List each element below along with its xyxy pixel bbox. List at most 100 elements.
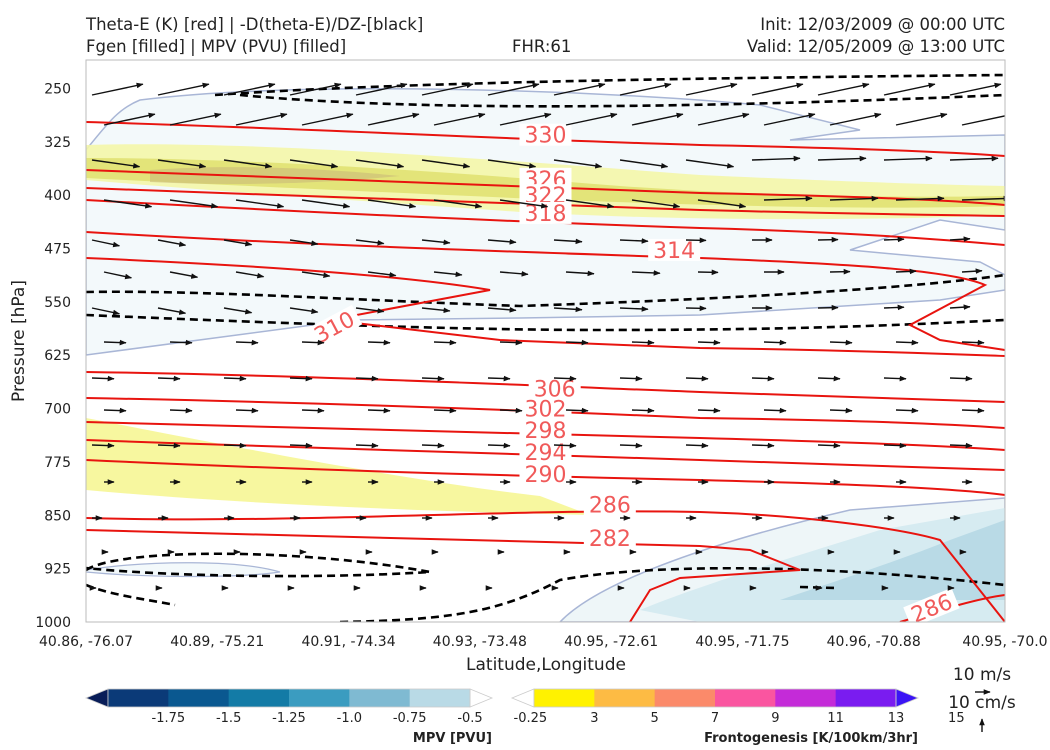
wind-arrow	[697, 339, 721, 346]
colorbar-segment	[594, 689, 656, 707]
wind-arrow	[883, 375, 907, 382]
wind-arrow	[235, 271, 265, 279]
wind-arrow	[565, 112, 618, 126]
y-tick-label: 925	[44, 562, 71, 578]
wind-arrow	[421, 375, 445, 382]
wind-arrow	[169, 407, 193, 414]
wind-arrow	[103, 199, 153, 209]
wind-arrow	[763, 339, 787, 346]
wind-arrow	[763, 407, 787, 414]
x-tick-label: 40.86, -76.07	[39, 634, 133, 650]
wind-arrow	[157, 82, 210, 96]
theta-e-label-bg	[528, 377, 581, 400]
colorbar-tick-label: 11	[827, 711, 844, 726]
theta-e-310	[86, 257, 1005, 357]
y-tick-label: 475	[44, 242, 71, 258]
wind-arrow	[91, 159, 141, 169]
wind-arrow	[751, 155, 801, 162]
wind-arrow	[697, 112, 750, 126]
wind-arrow	[91, 375, 115, 382]
y-tick-label: 550	[44, 295, 71, 311]
theta-e-label-bg	[519, 201, 572, 224]
wind-arrow	[367, 339, 391, 346]
wind-arrow	[961, 115, 1005, 126]
theta-e-label-bg	[519, 184, 572, 207]
x-axis-label: Latitude,Longitude	[466, 655, 626, 675]
wind-arrow	[169, 271, 199, 279]
wind-arrow	[631, 339, 655, 346]
wind-arrow	[553, 375, 577, 382]
theta-e-label: 314	[653, 239, 695, 264]
wind-arrow	[421, 239, 451, 246]
colorbar-tick-label: -1.5	[216, 711, 241, 726]
wind-arrow	[223, 159, 273, 169]
wind-arrow	[817, 155, 867, 162]
wind-arrow	[103, 271, 133, 280]
y-tick-label: 625	[44, 348, 71, 364]
colorbar-segment	[289, 689, 350, 707]
theta-e-label-bg	[648, 238, 701, 261]
colorbar-outline	[107, 688, 471, 708]
theta-e-label-bg	[306, 304, 363, 349]
wind-arrow	[487, 375, 511, 382]
wind-arrow	[499, 112, 552, 126]
theta-e-label: 330	[525, 124, 567, 149]
colorbar-segment	[168, 689, 230, 707]
wind-arrow	[685, 82, 738, 96]
wind-arrow	[697, 199, 747, 209]
colorbar-tick-label: -0.25	[514, 711, 548, 726]
wind-arrow	[289, 307, 319, 314]
x-tick-label: 40.91, -74.34	[302, 634, 396, 650]
colorbar-tick-label: 15	[948, 711, 965, 726]
wind-arrow	[829, 112, 882, 126]
wind-arrow	[355, 82, 408, 96]
theta-e-label-bg	[583, 493, 636, 516]
wind-arrow	[487, 239, 517, 245]
wind-arrow	[157, 375, 181, 382]
wind-arrow	[157, 307, 187, 315]
theta-e-contours	[86, 121, 1005, 622]
wind-arrow	[289, 159, 339, 169]
wind-arrow	[223, 375, 247, 382]
wind-arrow	[631, 112, 684, 126]
wind-arrow	[565, 199, 615, 209]
wind-arrow	[433, 407, 457, 414]
y-tick-label: 325	[44, 135, 71, 151]
theta-e-label: 290	[525, 463, 567, 488]
wind-arrow	[223, 307, 253, 315]
wind-arrow	[91, 239, 121, 248]
colorbar-tick-label: -1.75	[152, 711, 186, 726]
colorbar-arrow-left	[84, 688, 109, 708]
theta-e-label-bg	[519, 463, 572, 486]
colorbar-tick-label: 5	[651, 711, 659, 726]
wind-arrow	[499, 407, 523, 414]
dash-contour-low-left-2	[86, 583, 176, 607]
wind-arrow	[487, 307, 517, 313]
wind-arrow	[499, 271, 529, 277]
x-axis: 40.86, -76.07 40.89, -75.21 40.91, -74.34 4…	[39, 634, 1048, 650]
colorbar-tick-label: 13	[888, 711, 905, 726]
wind-arrow	[103, 407, 127, 414]
theta-e-306	[86, 371, 1005, 403]
wind-arrow	[817, 82, 870, 96]
x-tick-label: 40.95, -72.61	[564, 634, 658, 650]
x-tick-label: 40.95, -70.0	[962, 634, 1047, 650]
wind-arrow	[157, 239, 187, 247]
colorbar-segment	[349, 689, 411, 707]
wind-arrow	[619, 375, 643, 382]
colorbar-segment	[108, 689, 169, 707]
wind-arrow	[685, 442, 709, 449]
wind-arrow	[301, 271, 331, 278]
wind-arrow	[565, 270, 595, 277]
valid-time: Valid: 12/05/2009 @ 13:00 UTC	[746, 37, 1005, 56]
colorbar-segment	[654, 689, 716, 707]
y-tick-label: 850	[44, 508, 71, 524]
title-line-1: Theta-E (K) [red] | -D(theta-E)/DZ-[blac…	[86, 15, 424, 34]
colorbar-segment	[775, 689, 837, 707]
theta-e-282	[86, 529, 801, 622]
wind-arrow	[367, 271, 397, 278]
wind-arrow	[949, 236, 971, 242]
wind-arrow	[685, 159, 735, 169]
wind-arrow	[895, 339, 919, 346]
theta-e-label-bg	[903, 587, 960, 628]
